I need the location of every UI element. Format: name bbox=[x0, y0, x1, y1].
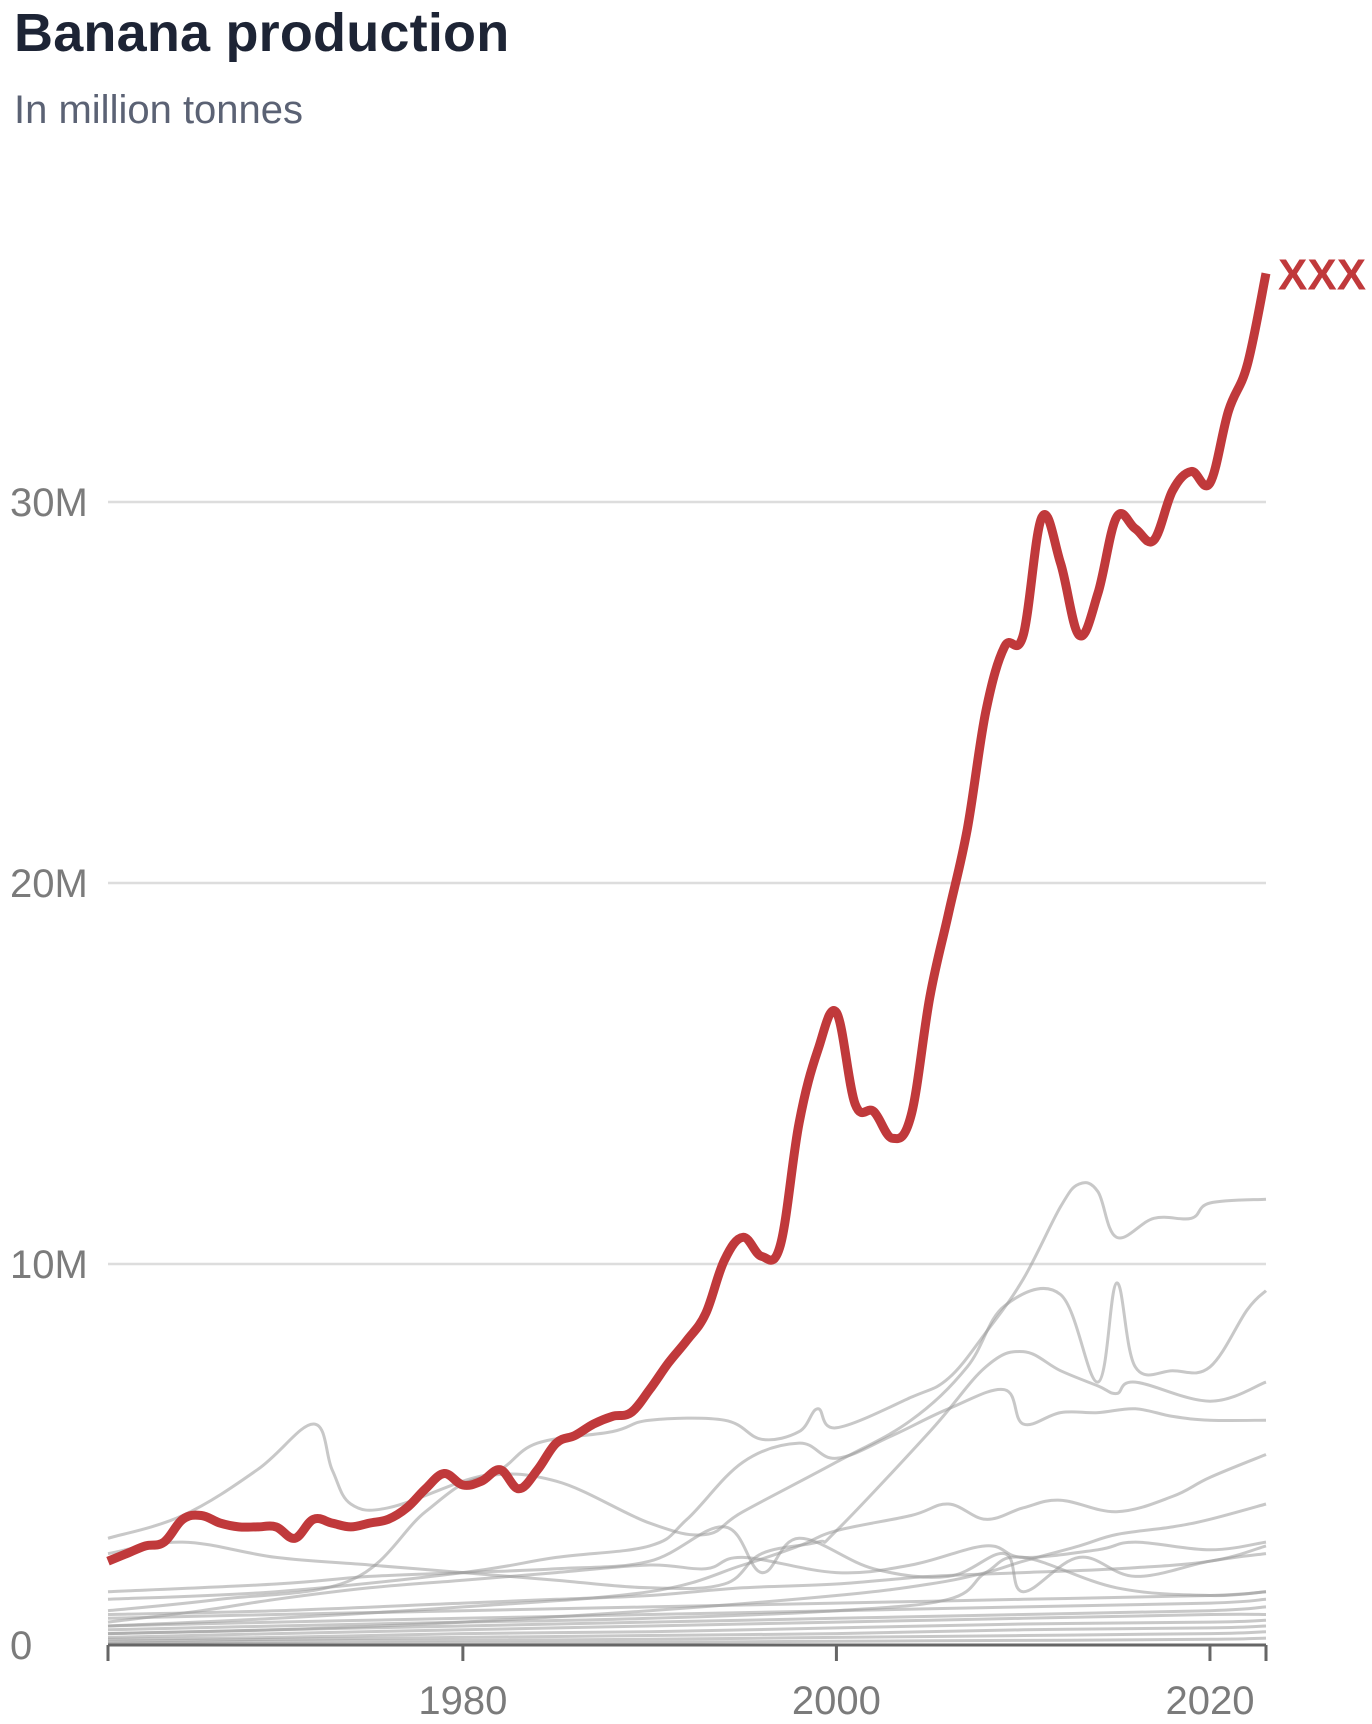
y-tick-label: 30M bbox=[10, 481, 88, 525]
gridlines bbox=[108, 500, 1266, 1266]
context-series-line bbox=[107, 1612, 1267, 1639]
context-series-line bbox=[107, 1624, 1267, 1643]
context-series-line bbox=[107, 1349, 1267, 1591]
context-series-line bbox=[107, 1502, 1267, 1636]
context-series-line bbox=[107, 1636, 1267, 1646]
y-tick-label: 0 bbox=[10, 1624, 32, 1668]
context-series-line bbox=[107, 1618, 1267, 1641]
x-tick-label: 1980 bbox=[418, 1679, 507, 1723]
context-series-line bbox=[107, 1540, 1267, 1624]
context-series-line bbox=[107, 1181, 1267, 1540]
x-axis bbox=[106, 1643, 1268, 1661]
context-series-line bbox=[107, 1525, 1267, 1594]
tick-labels: 0 10M 20M 30M 1980 2000 2020 bbox=[10, 481, 1254, 1723]
context-series-line bbox=[107, 1544, 1267, 1616]
chart-subtitle: In million tonnes bbox=[14, 88, 304, 132]
context-series-line bbox=[107, 1453, 1267, 1628]
x-tick-label: 2000 bbox=[792, 1679, 881, 1723]
y-tick-label: 20M bbox=[10, 862, 88, 906]
context-series-line bbox=[107, 1605, 1267, 1636]
context-series-line bbox=[107, 1281, 1268, 1613]
highlight-series-group: XXX bbox=[106, 250, 1366, 1566]
context-series-line bbox=[107, 1630, 1267, 1645]
highlight-series-line bbox=[106, 272, 1271, 1566]
context-series-line bbox=[107, 1590, 1267, 1620]
context-series-group bbox=[107, 1181, 1268, 1646]
x-tick-label: 2020 bbox=[1165, 1679, 1254, 1723]
y-tick-label: 10M bbox=[10, 1243, 88, 1287]
highlight-series-label: XXX bbox=[1278, 250, 1366, 299]
chart-title: Banana production bbox=[14, 3, 510, 63]
context-series-line bbox=[107, 1597, 1267, 1628]
